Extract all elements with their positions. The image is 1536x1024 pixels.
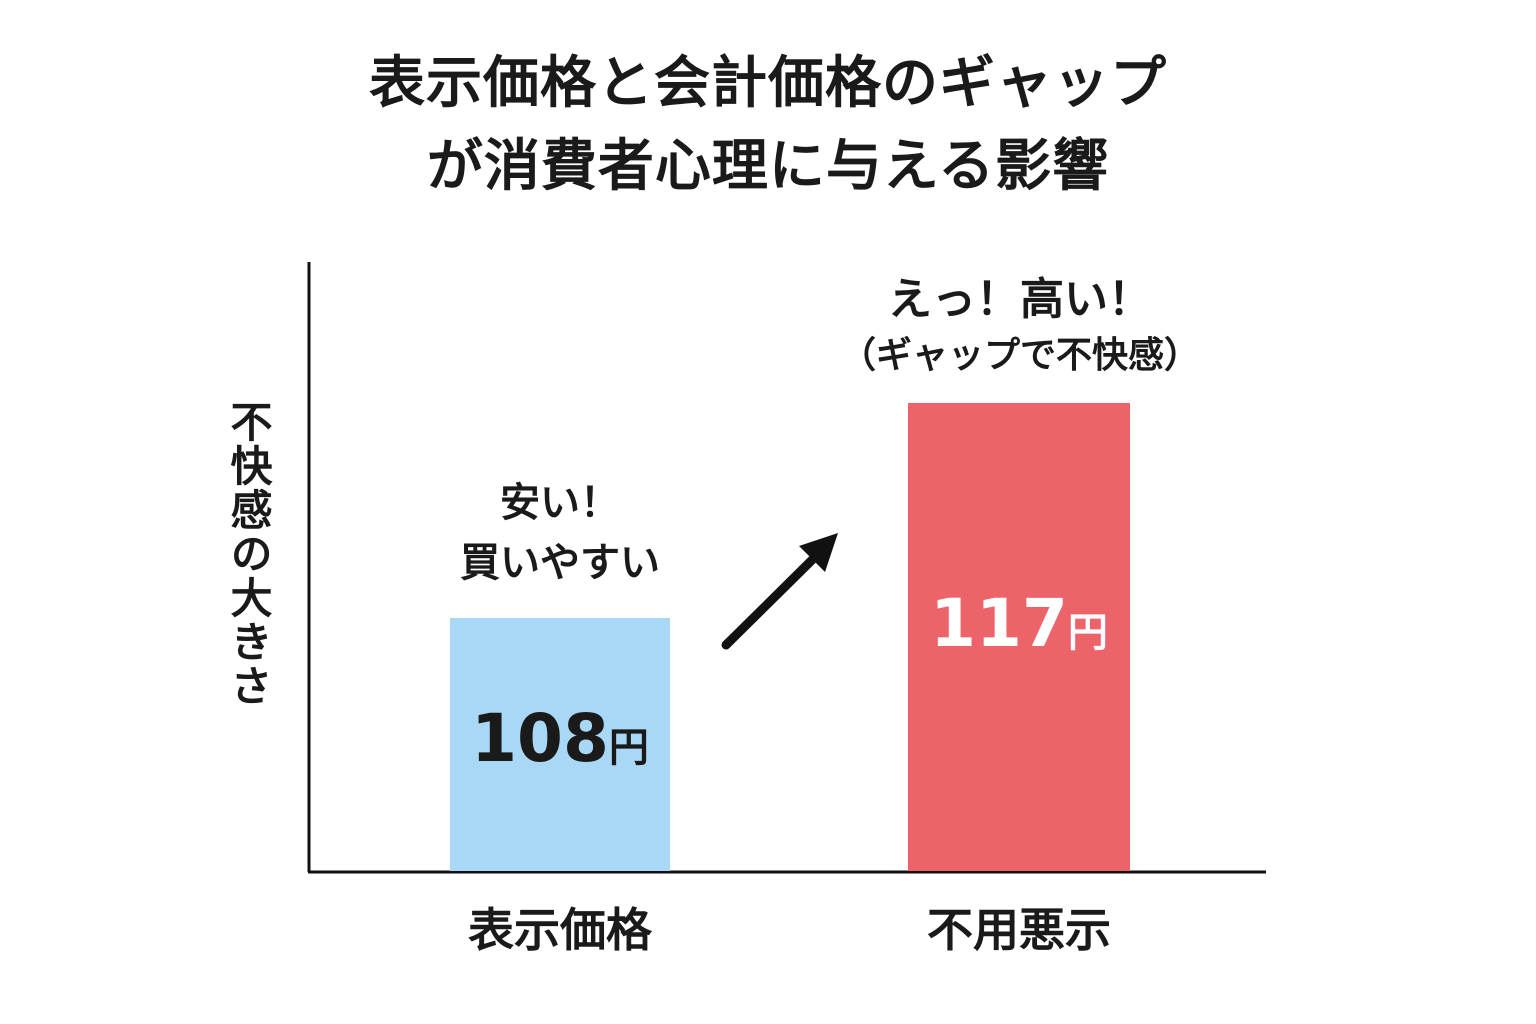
- annotation-expensive: えっ！高い！: [888, 274, 1152, 325]
- bar-value-unit: 円: [608, 725, 649, 771]
- x-tick-label-actual-price: 不用悪示: [927, 903, 1111, 957]
- bar-value-number: 108: [471, 700, 609, 777]
- bar-value-label-108: 108円: [450, 700, 670, 777]
- annotation-gap-discomfort: （ギャップで不快感）: [839, 335, 1200, 376]
- chart-title-line-2: が消費者心理に与える影響: [426, 134, 1110, 199]
- bar-value-number: 117: [930, 585, 1068, 662]
- bar-display-price: [450, 618, 670, 871]
- chart-title-line-1: 表示価格と会計価格のギャップ: [369, 51, 1167, 116]
- bar-value-label-117: 117円: [908, 585, 1130, 662]
- annotation-cheap: 安い！: [500, 480, 620, 526]
- bar-actual-price: [908, 403, 1130, 871]
- bar-value-unit: 円: [1067, 610, 1108, 656]
- x-tick-label-display-price: 表示価格: [468, 903, 652, 957]
- y-axis-label: 不快感の大きさ: [224, 400, 273, 708]
- annotation-easy-to-buy: 買いやすい: [460, 540, 660, 586]
- increase-arrow-icon: [721, 533, 838, 650]
